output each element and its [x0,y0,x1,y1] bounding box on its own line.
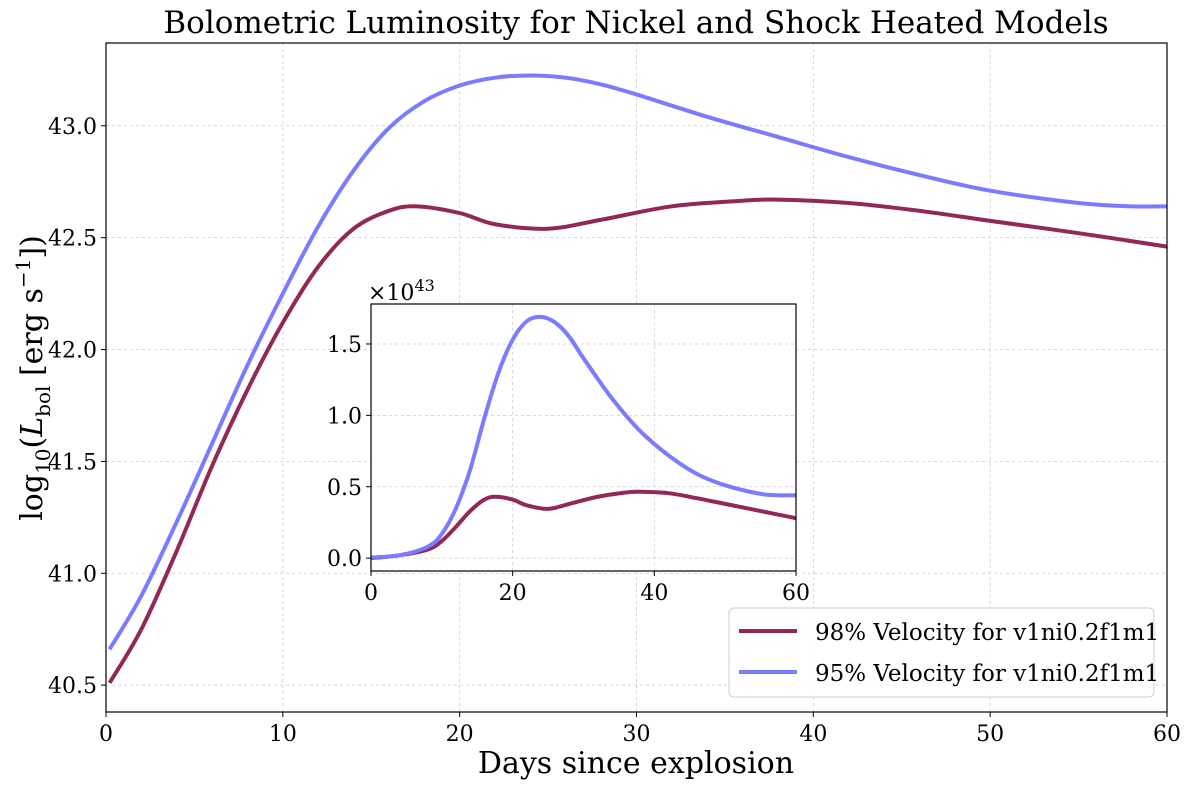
inset-ytick-label: 1.0 [327,404,362,429]
x-axis-label: Days since explosion [478,746,794,781]
inset-series-line-95 [370,314,797,560]
inset-series-line-98 [370,489,797,561]
main-ytick-label: 42.0 [48,339,97,364]
y-axis-label: log10(Lbol [erg s−1]) [11,235,55,521]
legend-label-98: 98% Velocity for v1ni0.2f1m1 [815,620,1159,646]
main-xtick-label: 50 [976,722,1004,747]
main-xtick-label: 10 [269,722,297,747]
y-label-rparen: ]) [15,235,50,258]
inset-y-axis: 0.0 0.5 1.0 1.5 [327,333,371,572]
legend-box [728,607,1155,698]
y-label-exp: −1 [11,259,35,288]
main-series-line-95 [107,73,1168,651]
inset-background [371,304,796,571]
inset-xtick-label: 60 [782,581,810,606]
main-ytick-label: 42.5 [48,227,97,252]
legend: 98% Velocity for v1ni0.2f1m1 95% Velocit… [728,607,1159,698]
main-series [107,73,1168,684]
main-ytick-label: 41.0 [48,562,97,587]
main-xtick-label: 60 [1153,722,1181,747]
inset-plot-frame [370,303,797,572]
inset-xtick-label: 0 [364,581,378,606]
y-label-var-sub: bol [31,386,55,417]
inset-ytick-label: 0.0 [327,547,362,572]
main-y-axis: 40.5 41.0 41.5 42.0 42.5 43.0 [48,115,106,699]
main-x-axis: 0 10 20 30 40 50 60 [99,712,1181,747]
main-ytick-label: 40.5 [48,674,97,699]
chart-title: Bolometric Luminosity for Nickel and Sho… [163,5,1108,41]
main-ytick-label: 43.0 [48,115,97,140]
y-label-unit: [erg s [15,288,50,385]
main-xtick-label: 40 [799,722,827,747]
y-label-lparen: ( [15,437,50,449]
inset-xtick-label: 40 [640,581,668,606]
main-series-line-98 [107,197,1168,684]
inset-ytick-label: 1.5 [327,333,362,358]
y-label-log: log [15,474,50,521]
inset-offset-text: ×1043 [368,276,435,306]
legend-label-95: 95% Velocity for v1ni0.2f1m1 [815,661,1159,687]
inset-series [370,314,797,561]
inset-x-axis: 0 20 40 60 [364,571,810,606]
y-label-var: L [15,417,50,438]
inset-ytick-label: 0.5 [327,476,362,501]
main-xtick-label: 30 [623,722,651,747]
main-xtick-label: 0 [99,722,113,747]
y-label-log-sub: 10 [31,448,55,473]
main-xtick-label: 20 [446,722,474,747]
main-ytick-label: 41.5 [48,450,97,475]
inset-xtick-label: 20 [499,581,527,606]
